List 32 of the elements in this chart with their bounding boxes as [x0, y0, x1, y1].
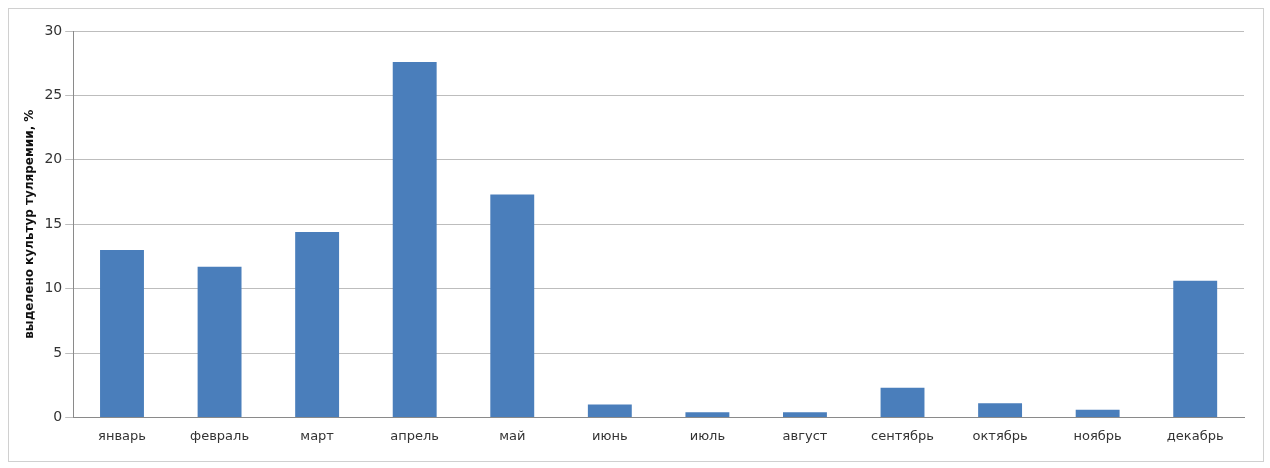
bar [1173, 280, 1218, 417]
x-tick-label: июль [689, 427, 726, 443]
x-tick-label: ноябрь [1073, 427, 1122, 443]
y-tick-label: 30 [44, 21, 63, 38]
y-axis-title: выделено культур туляремии, % [22, 109, 37, 339]
x-tick-label: июнь [592, 427, 628, 443]
bar [978, 403, 1023, 417]
bar [100, 249, 144, 417]
x-tick-label: февраль [190, 427, 250, 443]
bar [880, 387, 925, 417]
bar [197, 266, 242, 417]
bar [587, 404, 632, 417]
y-tick-label: 15 [44, 214, 63, 231]
x-tick-label: январь [98, 427, 146, 443]
x-tick-label: апрель [390, 427, 440, 443]
y-tick-label: 25 [44, 86, 63, 103]
bar [1075, 409, 1120, 417]
x-tick-label: март [300, 427, 335, 443]
bar [392, 61, 437, 417]
y-tick-label: 0 [53, 408, 63, 425]
bar [490, 194, 535, 417]
x-tick-label: май [499, 427, 526, 443]
y-tick-label: 20 [44, 150, 63, 167]
y-tick-label: 10 [44, 279, 63, 296]
bar [295, 231, 340, 417]
x-tick-label: август [782, 427, 828, 443]
bar [783, 412, 827, 417]
y-tick-label: 5 [53, 343, 63, 360]
bar [685, 412, 730, 417]
x-tick-label: сентябрь [871, 427, 935, 443]
x-tick-label: октябрь [972, 427, 1028, 443]
x-tick-label: декабрь [1166, 427, 1224, 443]
